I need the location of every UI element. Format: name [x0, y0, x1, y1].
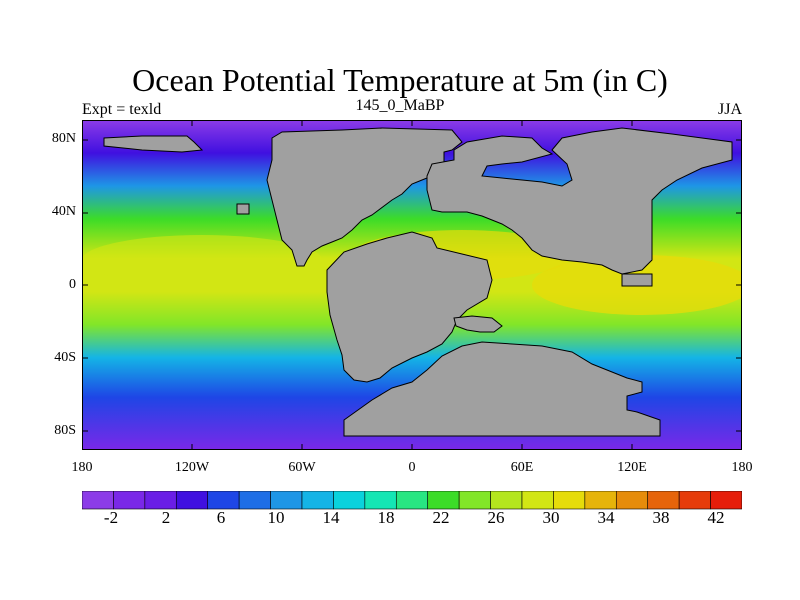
lon-label: 0	[408, 460, 416, 475]
lon-label: 120W	[174, 460, 210, 475]
lat-label: 40S	[54, 350, 76, 365]
colorbar-segment	[175, 491, 209, 510]
colorbar-label: 18	[377, 508, 395, 527]
colorbar-segment	[395, 491, 429, 510]
temperature-map	[82, 120, 742, 450]
colorbar	[82, 491, 742, 510]
lat-label: 80N	[51, 131, 76, 146]
lon-label: 180	[731, 460, 753, 475]
colorbar-label: -2	[103, 508, 119, 527]
lon-label: 120E	[617, 460, 647, 475]
colorbar-label: 6	[216, 508, 226, 527]
lat-label: 80S	[54, 423, 76, 438]
colorbar-segment	[238, 491, 271, 510]
colorbar-segment	[207, 491, 240, 510]
map-title: Ocean Potential Temperature at 5m (in C)	[132, 62, 668, 98]
colorbar-segment	[364, 491, 397, 510]
colorbar-label: 38	[652, 508, 670, 527]
colorbar-label: 42	[707, 508, 725, 527]
colorbar-segment	[584, 491, 617, 510]
lat-label: 40N	[51, 204, 76, 219]
colorbar-label: 14	[322, 508, 340, 527]
colorbar-label: 10	[267, 508, 285, 527]
island-landmass	[236, 203, 250, 215]
colorbar-label: 30	[542, 508, 560, 527]
experiment-label: Expt = texld	[82, 101, 162, 118]
colorbar-segment	[333, 491, 366, 510]
south-america-africa-landmass	[326, 231, 493, 383]
season-label: JJA	[717, 101, 742, 118]
colorbar-segment	[678, 491, 711, 510]
colorbar-label: 26	[487, 508, 505, 527]
north-america-landmass	[266, 127, 463, 267]
colorbar-segment	[710, 491, 742, 510]
lat-ticks	[82, 139, 742, 432]
warm-pool-west	[82, 235, 322, 285]
map-panel	[82, 120, 742, 450]
colorbar-segment	[521, 491, 554, 510]
colorbar-segment	[615, 491, 649, 510]
colorbar-label: 2	[161, 508, 171, 527]
lat-label: 0	[69, 277, 76, 292]
eurasia-landmass	[426, 127, 733, 275]
colorbar-label: 22	[432, 508, 450, 527]
lon-ticks	[191, 120, 633, 450]
island-landmass	[621, 273, 653, 287]
lon-label: 60E	[510, 460, 534, 475]
time-label: 145_0_MaBP	[355, 97, 445, 114]
colorbar-segment	[458, 491, 491, 510]
colorbar-segment	[270, 491, 303, 510]
australia-antarctica-landmass	[343, 341, 661, 437]
lon-label: 60W	[288, 460, 316, 475]
colorbar-segment	[490, 491, 523, 510]
lon-label: 180	[71, 460, 93, 475]
colorbar-segment	[144, 491, 177, 510]
greenland-landmass	[103, 135, 204, 153]
colorbar-segment	[647, 491, 680, 510]
india-landmass	[453, 315, 503, 333]
colorbar-segment	[427, 491, 460, 510]
colorbar-segment	[82, 491, 114, 510]
colorbar-label: 34	[597, 508, 615, 527]
colorbar-segment	[553, 491, 586, 510]
colorbar-segment	[113, 491, 146, 510]
colorbar-segment	[301, 491, 334, 510]
